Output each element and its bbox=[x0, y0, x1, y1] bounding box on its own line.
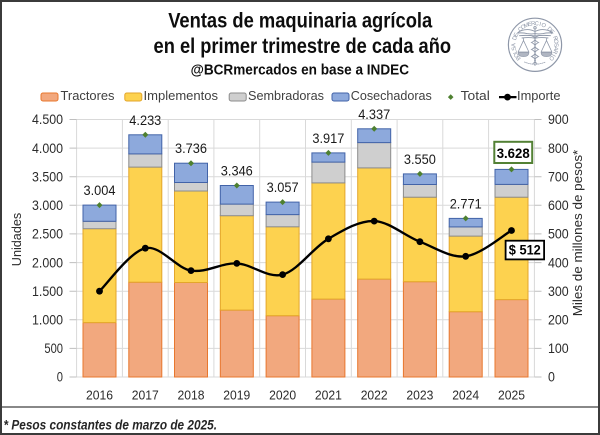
svg-text:Implementos: Implementos bbox=[144, 88, 219, 103]
svg-text:S: S bbox=[511, 46, 518, 51]
svg-text:Sembradoras: Sembradoras bbox=[248, 88, 324, 103]
svg-text:400: 400 bbox=[548, 255, 569, 270]
svg-text:3.057: 3.057 bbox=[267, 180, 299, 195]
svg-text:A: A bbox=[552, 46, 559, 51]
svg-text:en el primer trimestre de cada: en el primer trimestre de cada año bbox=[154, 34, 452, 58]
svg-text:4.337: 4.337 bbox=[358, 107, 390, 122]
svg-text:Total: Total bbox=[461, 88, 490, 103]
svg-text:2016: 2016 bbox=[86, 387, 113, 402]
svg-text:1.500: 1.500 bbox=[32, 284, 63, 299]
svg-text:2019: 2019 bbox=[223, 387, 250, 402]
svg-text:3.736: 3.736 bbox=[175, 141, 207, 156]
svg-text:2020: 2020 bbox=[269, 387, 296, 402]
svg-text:4.500: 4.500 bbox=[32, 112, 63, 127]
svg-text:2024: 2024 bbox=[452, 387, 479, 402]
svg-text:Cosechadoras: Cosechadoras bbox=[351, 88, 432, 103]
svg-text:I: I bbox=[550, 53, 556, 58]
svg-text:800: 800 bbox=[548, 141, 569, 156]
svg-text:M: M bbox=[523, 22, 530, 30]
svg-text:O: O bbox=[547, 54, 555, 62]
svg-text:1.000: 1.000 bbox=[32, 313, 63, 328]
svg-text:500: 500 bbox=[44, 341, 63, 356]
svg-text:* Pesos constantes de marzo de: * Pesos constantes de marzo de 2025. bbox=[4, 418, 218, 434]
svg-text:2023: 2023 bbox=[406, 387, 433, 402]
svg-text:D: D bbox=[512, 35, 519, 41]
svg-text:300: 300 bbox=[548, 284, 569, 299]
svg-text:L: L bbox=[512, 49, 519, 55]
svg-text:R: R bbox=[551, 49, 558, 55]
svg-text:2.500: 2.500 bbox=[32, 227, 63, 242]
svg-text:C: C bbox=[517, 26, 524, 33]
svg-text:3.550: 3.550 bbox=[404, 152, 436, 167]
svg-text:700: 700 bbox=[548, 169, 569, 184]
svg-text:2017: 2017 bbox=[132, 387, 159, 402]
svg-text:3.346: 3.346 bbox=[221, 164, 253, 179]
svg-text:B: B bbox=[515, 54, 522, 61]
svg-text:$ 512: $ 512 bbox=[509, 243, 541, 258]
svg-text:3.917: 3.917 bbox=[312, 131, 344, 146]
svg-text:2025: 2025 bbox=[498, 387, 525, 402]
svg-text:500: 500 bbox=[548, 227, 569, 242]
svg-text:3.000: 3.000 bbox=[32, 198, 63, 213]
svg-text:2021: 2021 bbox=[315, 387, 342, 402]
svg-text:200: 200 bbox=[548, 313, 569, 328]
svg-text:900: 900 bbox=[548, 112, 569, 127]
svg-text:3.628: 3.628 bbox=[497, 146, 530, 161]
svg-text:2.000: 2.000 bbox=[32, 255, 63, 270]
svg-text:4.233: 4.233 bbox=[129, 113, 161, 128]
svg-text:0: 0 bbox=[57, 370, 63, 385]
svg-text:Miles de millones de pesos*: Miles de millones de pesos* bbox=[570, 150, 585, 317]
svg-text:@BCRmercados en base a INDEC: @BCRmercados en base a INDEC bbox=[191, 61, 409, 78]
svg-text:2018: 2018 bbox=[178, 387, 205, 402]
svg-text:C: C bbox=[534, 21, 539, 27]
svg-text:A: A bbox=[511, 43, 517, 47]
svg-text:O: O bbox=[520, 24, 527, 32]
svg-text:0: 0 bbox=[548, 370, 555, 385]
svg-text:S: S bbox=[553, 43, 559, 47]
svg-text:O: O bbox=[552, 39, 559, 45]
svg-text:I: I bbox=[539, 22, 542, 28]
svg-text:O: O bbox=[513, 51, 521, 58]
svg-text:Unidades: Unidades bbox=[9, 212, 24, 266]
svg-text:D: D bbox=[545, 26, 552, 33]
svg-text:R: R bbox=[551, 35, 558, 41]
svg-text:Ventas de maquinaria agrícola: Ventas de maquinaria agrícola bbox=[168, 9, 432, 33]
svg-text:O: O bbox=[540, 22, 547, 30]
svg-text:100: 100 bbox=[548, 341, 569, 356]
svg-text:3.004: 3.004 bbox=[84, 183, 117, 198]
svg-text:Tractores: Tractores bbox=[61, 88, 115, 103]
svg-text:R: R bbox=[531, 21, 536, 27]
svg-text:2.771: 2.771 bbox=[450, 196, 482, 211]
svg-text:3.500: 3.500 bbox=[32, 169, 63, 184]
svg-text:Importe: Importe bbox=[517, 88, 561, 103]
svg-text:600: 600 bbox=[548, 198, 569, 213]
svg-text:E: E bbox=[513, 32, 520, 38]
svg-text:2022: 2022 bbox=[361, 387, 388, 402]
svg-text:4.000: 4.000 bbox=[32, 141, 63, 156]
svg-text:E: E bbox=[527, 21, 532, 28]
